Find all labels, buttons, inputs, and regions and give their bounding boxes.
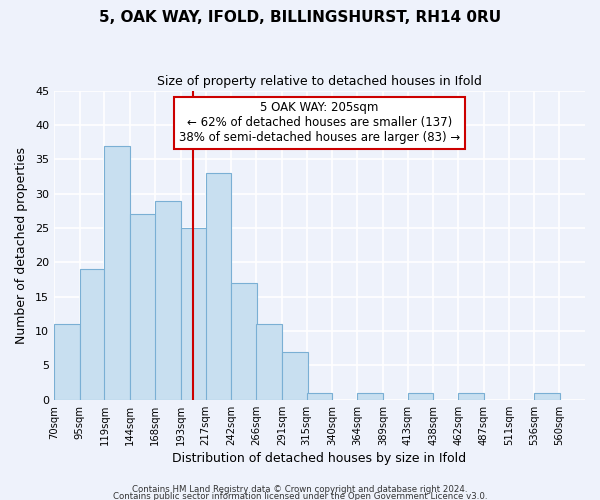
Text: Contains HM Land Registry data © Crown copyright and database right 2024.: Contains HM Land Registry data © Crown c… (132, 485, 468, 494)
Title: Size of property relative to detached houses in Ifold: Size of property relative to detached ho… (157, 75, 482, 88)
Bar (80, 269, 106, 400)
Text: 5, OAK WAY, IFOLD, BILLINGSHURST, RH14 0RU: 5, OAK WAY, IFOLD, BILLINGSHURST, RH14 0… (99, 10, 501, 25)
Bar (535, 393, 560, 400)
Bar (104, 146, 130, 400)
Bar (54, 324, 80, 400)
Bar (206, 173, 231, 400)
Bar (256, 324, 282, 400)
Bar (282, 352, 308, 400)
Text: 5 OAK WAY: 205sqm
← 62% of detached houses are smaller (137)
38% of semi-detache: 5 OAK WAY: 205sqm ← 62% of detached hous… (179, 102, 460, 144)
Bar (307, 393, 332, 400)
Bar (130, 214, 156, 400)
Bar (155, 200, 181, 400)
Bar (181, 228, 206, 400)
Text: Contains public sector information licensed under the Open Government Licence v3: Contains public sector information licen… (113, 492, 487, 500)
Y-axis label: Number of detached properties: Number of detached properties (15, 146, 28, 344)
Bar (231, 283, 257, 400)
X-axis label: Distribution of detached houses by size in Ifold: Distribution of detached houses by size … (172, 452, 467, 465)
Bar (458, 393, 484, 400)
Bar (357, 393, 383, 400)
Bar (407, 393, 433, 400)
